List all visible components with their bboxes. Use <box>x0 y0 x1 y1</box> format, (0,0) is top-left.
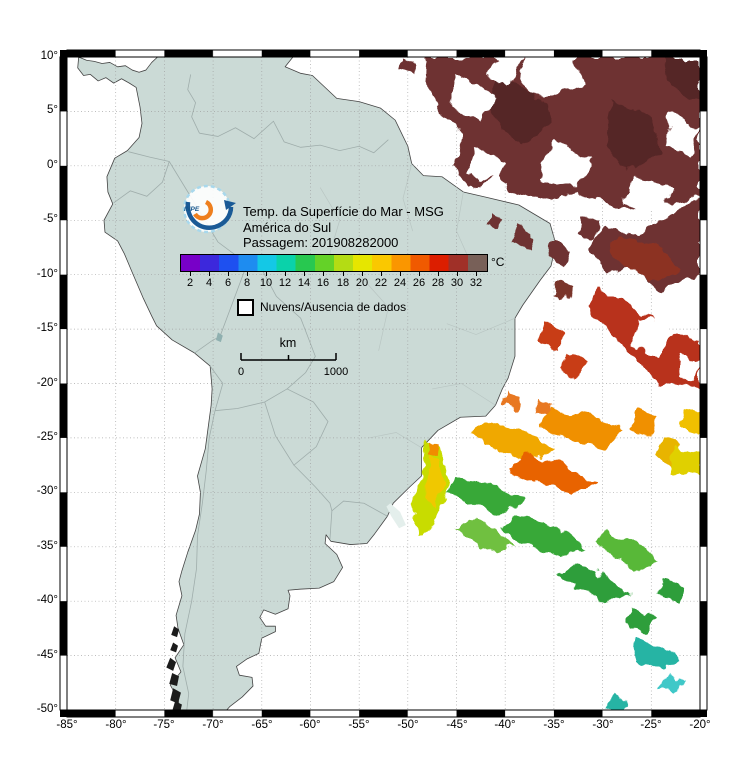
x-tick-label: -30° <box>592 719 614 731</box>
inpe-logo-orange-swirl <box>193 199 214 221</box>
colorbar-tick-label: 18 <box>330 271 356 289</box>
x-tick-label: -75° <box>153 719 175 731</box>
scalebar-end-label: 1000 <box>323 366 349 378</box>
x-tick-label: -45° <box>446 719 468 731</box>
colorbar-tick-label: 6 <box>215 271 241 289</box>
y-tick-label: -5° <box>43 213 58 225</box>
sst-data-layer <box>400 57 700 710</box>
colorbar-tick-label: 4 <box>196 271 222 289</box>
no-data-legend-swatch <box>237 299 254 316</box>
y-tick-label: -10° <box>36 268 58 280</box>
inpe-logo-text: INPE <box>184 206 200 213</box>
lagoon <box>386 503 406 529</box>
y-tick-label: 10° <box>40 50 58 62</box>
map-title-line3: Passagem: 201908282000 <box>243 235 399 250</box>
colorbar-tick-label: 24 <box>387 271 413 289</box>
y-tick-label: -50° <box>36 703 58 715</box>
colorbar-tick-label: 22 <box>368 271 394 289</box>
colorbar-tick-label: 16 <box>310 271 336 289</box>
x-tick-label: -25° <box>640 719 662 731</box>
colorbar-tick-label: 8 <box>234 271 260 289</box>
map-title-block: Temp. da Superfície do Mar - MSG América… <box>243 204 444 251</box>
inpe-logo: INPE <box>182 184 236 234</box>
x-tick-label: -20° <box>689 719 711 731</box>
y-tick-label: -40° <box>36 594 58 606</box>
colorbar-tick-label: 12 <box>272 271 298 289</box>
y-tick-label: -20° <box>36 377 58 389</box>
y-tick-label: -45° <box>36 649 58 661</box>
y-tick-label: -35° <box>36 540 58 552</box>
scalebar <box>240 353 337 361</box>
colorbar-tick-label: 28 <box>425 271 451 289</box>
y-tick-label: -25° <box>36 431 58 443</box>
inpe-logo-arrowhead <box>224 200 236 210</box>
y-tick-label: 5° <box>47 104 58 116</box>
x-tick-label: -40° <box>494 719 516 731</box>
colorbar-tick-label: 10 <box>253 271 279 289</box>
no-data-legend-label: Nuvens/Ausencia de dados <box>260 300 407 314</box>
colorbar-tick-label: 2 <box>177 271 203 289</box>
x-tick-label: -60° <box>299 719 321 731</box>
y-tick-label: -30° <box>36 485 58 497</box>
lake-titicaca <box>215 332 223 343</box>
sst-orange-region <box>471 410 700 493</box>
colorbar-unit: °C <box>491 255 505 269</box>
x-tick-label: -80° <box>105 719 127 731</box>
sst-red-region <box>499 236 700 420</box>
sst-green-region <box>446 476 686 634</box>
map-title-line1: Temp. da Superfície do Mar - MSG <box>243 204 444 219</box>
x-tick-label: -50° <box>397 719 419 731</box>
y-tick-label: 0° <box>47 159 58 171</box>
scalebar-unit-label: km <box>279 336 297 350</box>
scalebar-start-label: 0 <box>237 366 245 378</box>
colorbar-tick-label: 30 <box>444 271 470 289</box>
colorbar-tick-label: 32 <box>463 271 489 289</box>
inpe-logo-arrow <box>185 201 234 231</box>
sst-coastal-band <box>413 440 449 539</box>
x-tick-label: -55° <box>348 719 370 731</box>
map-title-line2: América do Sul <box>243 219 332 235</box>
colorbar-tick-label: 26 <box>406 271 432 289</box>
map-frame <box>59 49 708 718</box>
y-tick-label: -15° <box>36 322 58 334</box>
x-tick-label: -65° <box>251 719 273 731</box>
sst-teal-region <box>606 639 686 710</box>
colorbar-tick-label: 14 <box>291 271 317 289</box>
colorbar <box>180 254 488 272</box>
x-tick-label: -35° <box>543 719 565 731</box>
x-tick-label: -85° <box>56 719 78 731</box>
fjord-islands <box>166 626 182 710</box>
colorbar-tick-label: 20 <box>349 271 375 289</box>
map-plot-area <box>67 57 700 710</box>
x-tick-label: -70° <box>202 719 224 731</box>
